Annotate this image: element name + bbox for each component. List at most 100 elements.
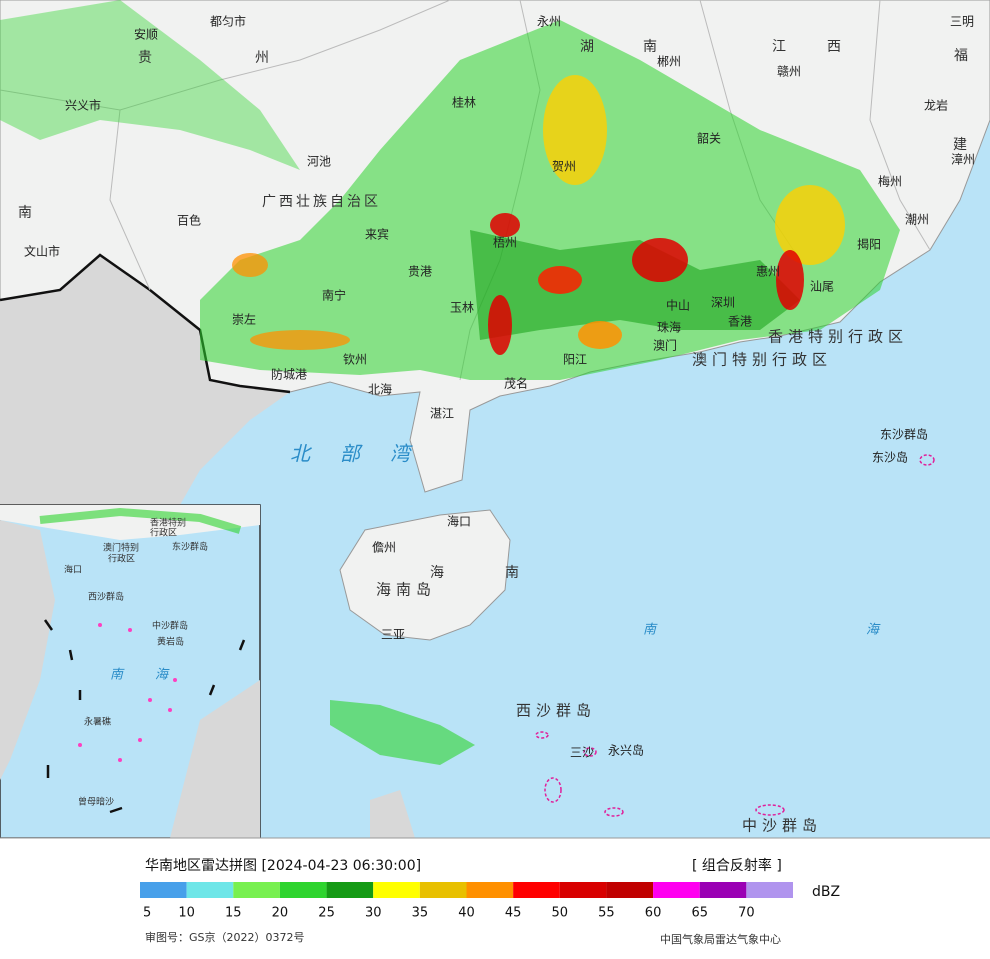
map-label: 南 [643, 623, 658, 638]
inset-label: 中沙群岛 [152, 620, 188, 632]
map-label: 防城港 [271, 367, 307, 382]
map-label: 安顺 [134, 27, 158, 42]
inset-label: 行政区 [150, 527, 177, 539]
map-label: 香港 [728, 315, 752, 329]
map-label: 珠海 [657, 320, 681, 335]
map-label: 贵港 [408, 265, 432, 279]
map-label: 海南岛 [376, 581, 436, 599]
legend-tick-label: 40 [458, 906, 475, 921]
map-label: 北海 [368, 382, 392, 397]
map-label: 永州 [537, 15, 561, 29]
map-label: 百色 [177, 214, 201, 228]
legend-swatch [699, 882, 747, 898]
map-label: 海 [430, 565, 447, 581]
legend-tick-label: 10 [178, 906, 195, 921]
legend-tick-label: 45 [505, 906, 522, 921]
legend-unit: dBZ [812, 884, 840, 900]
map-label: 潮州 [905, 212, 929, 227]
legend-swatch [233, 882, 280, 898]
map-label: 湖 [580, 39, 597, 55]
hainan [339, 509, 511, 641]
map-label: 永兴岛 [608, 743, 644, 758]
map-label: 茂名 [504, 376, 528, 391]
inset-label: 黄岩岛 [157, 636, 184, 648]
map-label: 龙岩 [924, 98, 948, 113]
map-label: 南 [505, 565, 522, 581]
map-label: 澳门 [653, 338, 677, 353]
legend-panel [0, 838, 990, 959]
radar-echoes [0, 0, 900, 765]
legend-swatch [746, 882, 793, 898]
inset-label: 永暑礁 [84, 716, 111, 728]
map-label: 河池 [307, 155, 331, 169]
legend-tick-label: 5 [143, 906, 151, 921]
product-name: [ 组合反射率 ] [692, 857, 782, 874]
legend-tick-label: 35 [412, 906, 429, 921]
legend-tick-label: 30 [365, 906, 382, 921]
islands [535, 454, 935, 817]
map-label: 海 [866, 623, 881, 638]
map-label: 贵 [138, 50, 155, 66]
legend-tick-label: 25 [318, 906, 335, 921]
map-label: 三沙 [570, 746, 594, 760]
map-label: 福 [954, 48, 971, 64]
inset-label: 海口 [64, 564, 82, 576]
legend-swatch [326, 882, 374, 898]
inset-label: 香港特别 [150, 517, 186, 529]
map-label: 东沙岛 [872, 450, 908, 465]
legend-tick-label: 65 [691, 906, 708, 921]
legend-swatch [140, 882, 187, 898]
map-label: 崇左 [232, 312, 256, 327]
map-label: 韶关 [697, 131, 721, 146]
legend-swatch [559, 882, 607, 898]
legend-swatch [513, 882, 560, 898]
legend-title: 华南地区雷达拼图 [2024-04-23 06:30:00] [145, 858, 421, 874]
map-label: 文山市 [24, 244, 60, 259]
map-label: 香港特别行政区 [768, 328, 908, 346]
map-label: 来宾 [365, 227, 389, 242]
legend-swatch [653, 882, 700, 898]
map-label: 儋州 [372, 541, 396, 555]
legend-tick-label: 20 [272, 906, 289, 921]
map-label: 湛江 [430, 407, 454, 421]
map-label: 三明 [950, 15, 974, 29]
map-label: 北部湾 [290, 442, 440, 466]
legend-swatch [186, 882, 234, 898]
map-label: 赣州 [777, 65, 801, 79]
map-label: 建 [953, 137, 970, 153]
legend-swatch [373, 882, 420, 898]
approval-number: 审图号：GS京（2022）0372号 [145, 930, 305, 944]
legend-swatch [466, 882, 514, 898]
map-label: 揭阳 [857, 237, 881, 252]
map-label: 广西壮族自治区 [262, 194, 381, 210]
map-label: 南 [643, 39, 660, 55]
inset-label: 东沙群岛 [172, 541, 208, 553]
map-label: 三亚 [381, 628, 405, 642]
map-label: 南宁 [322, 288, 346, 303]
map-label: 郴州 [657, 55, 681, 69]
inset-label: 海 [155, 668, 170, 683]
map-label: 州 [255, 50, 272, 66]
map-label: 汕尾 [810, 280, 834, 294]
map-label: 阳江 [563, 353, 587, 367]
map-label: 西 [827, 39, 844, 55]
map-label: 南 [18, 205, 35, 221]
legend-swatch [279, 882, 327, 898]
map-label: 贺州 [552, 160, 576, 174]
map-label: 中山 [666, 298, 690, 313]
inset-label: 西沙群岛 [88, 591, 124, 603]
map-label: 中沙群岛 [742, 817, 822, 835]
legend-swatch [606, 882, 654, 898]
legend-tick-label: 15 [225, 906, 242, 921]
map-label: 惠州 [756, 265, 780, 279]
map-label: 都匀市 [210, 14, 246, 29]
map-label: 梅州 [878, 174, 902, 189]
legend-tick-label: 55 [598, 906, 615, 921]
map-label: 东沙群岛 [880, 427, 928, 442]
legend-tick-label: 50 [552, 906, 569, 921]
map-label: 钦州 [343, 353, 367, 367]
map-label: 海口 [447, 514, 471, 529]
map-label: 兴义市 [65, 98, 101, 113]
neighbor-land [0, 255, 290, 505]
